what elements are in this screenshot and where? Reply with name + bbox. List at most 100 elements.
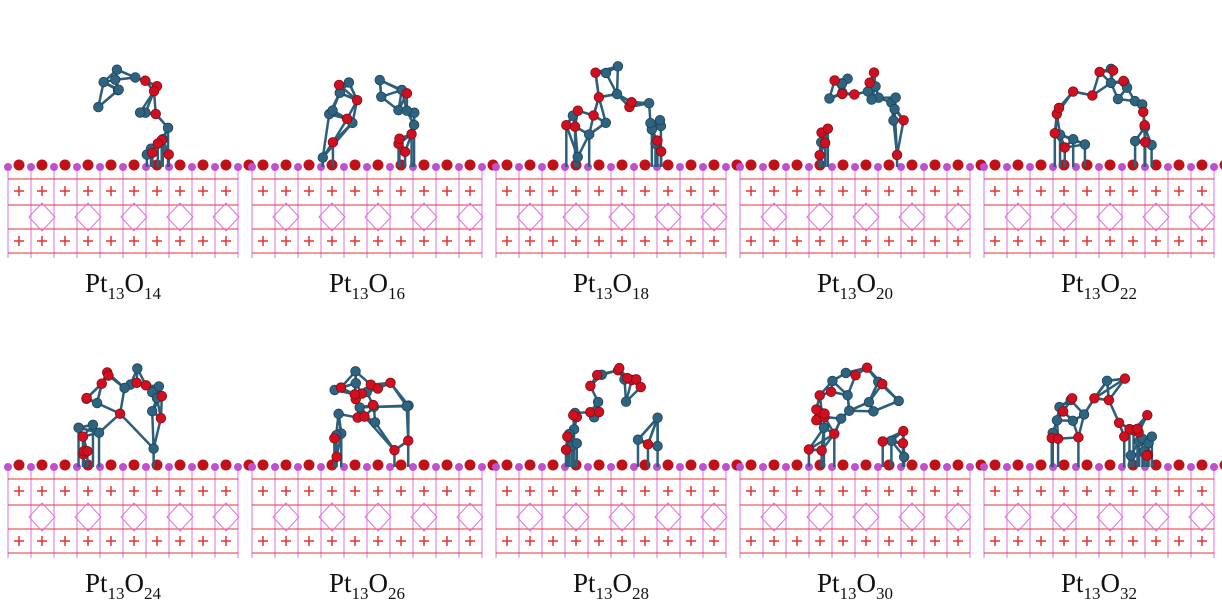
surface-oxygen bbox=[861, 460, 872, 471]
pt-atom bbox=[1052, 416, 1062, 426]
surface-atom bbox=[1118, 163, 1126, 171]
surface-atom bbox=[1164, 163, 1172, 171]
surface-atom bbox=[699, 463, 707, 471]
surface-oxygen bbox=[198, 160, 209, 171]
o-atom bbox=[586, 381, 596, 391]
pt-atom bbox=[601, 68, 611, 78]
atom-count: 13 bbox=[108, 584, 125, 603]
surface-atom bbox=[340, 163, 348, 171]
surface-oxygen bbox=[281, 160, 292, 171]
surface-oxygen bbox=[442, 460, 453, 471]
surface-atom bbox=[676, 463, 684, 471]
surface-atom bbox=[630, 163, 638, 171]
surface-oxygen bbox=[990, 460, 1001, 471]
surface-oxygen bbox=[792, 160, 803, 171]
surface-atom bbox=[980, 163, 988, 171]
surface-atom bbox=[1187, 163, 1195, 171]
surface-atom bbox=[455, 463, 463, 471]
element-symbol: Pt bbox=[1061, 268, 1084, 298]
surface-atom bbox=[782, 463, 790, 471]
surface-atom bbox=[1164, 463, 1172, 471]
surface-atom bbox=[432, 163, 440, 171]
pt-atom bbox=[825, 94, 835, 104]
pt-atom bbox=[110, 75, 120, 85]
surface-oxygen bbox=[1013, 160, 1024, 171]
pt-atom bbox=[370, 418, 380, 428]
pt-atom bbox=[894, 396, 904, 406]
pt-atom bbox=[131, 73, 141, 83]
pt-atom bbox=[1079, 410, 1089, 420]
o-atom bbox=[869, 68, 879, 78]
surface-oxygen bbox=[1105, 160, 1116, 171]
surface-atom bbox=[851, 163, 859, 171]
pt-atom bbox=[601, 118, 611, 128]
surface-oxygen bbox=[548, 160, 559, 171]
surface-oxygen bbox=[37, 160, 48, 171]
o-atom bbox=[562, 120, 572, 130]
o-atom bbox=[1095, 67, 1105, 77]
o-atom bbox=[594, 92, 604, 102]
surface-oxygen bbox=[953, 460, 964, 471]
surface-atom bbox=[248, 463, 256, 471]
element-symbol: O bbox=[857, 268, 877, 298]
surface-oxygen bbox=[304, 460, 315, 471]
o-atom bbox=[627, 97, 637, 107]
o-atom bbox=[815, 150, 825, 160]
pt-atom bbox=[1106, 78, 1116, 88]
surface-atom bbox=[234, 163, 242, 171]
o-atom bbox=[892, 150, 902, 160]
surface-oxygen bbox=[1082, 460, 1093, 471]
surface-atom bbox=[294, 463, 302, 471]
surface-oxygen bbox=[350, 160, 361, 171]
o-atom bbox=[1119, 432, 1129, 442]
surface-oxygen bbox=[258, 160, 269, 171]
surface-oxygen bbox=[1059, 460, 1070, 471]
atom-count: 13 bbox=[108, 284, 125, 303]
surface-oxygen bbox=[640, 160, 651, 171]
o-atom bbox=[804, 445, 814, 455]
pt-atom bbox=[94, 102, 104, 112]
o-atom bbox=[132, 378, 142, 388]
o-atom bbox=[151, 109, 161, 119]
o-atom bbox=[115, 409, 125, 419]
pt-atom bbox=[120, 383, 130, 393]
surface-atom bbox=[363, 163, 371, 171]
pt-atom bbox=[890, 104, 900, 114]
o-atom bbox=[1142, 410, 1152, 420]
o-atom bbox=[589, 111, 599, 121]
o-atom bbox=[104, 371, 114, 381]
element-symbol: O bbox=[613, 268, 633, 298]
o-atom bbox=[877, 379, 887, 389]
o-atom bbox=[83, 446, 93, 456]
surface-atom bbox=[50, 163, 58, 171]
pt-atom bbox=[891, 93, 901, 103]
o-atom bbox=[573, 106, 583, 116]
atom-count: 30 bbox=[876, 584, 893, 603]
surface-oxygen bbox=[442, 160, 453, 171]
surface-oxygen bbox=[373, 160, 384, 171]
o-atom bbox=[898, 438, 908, 448]
surface-atom bbox=[805, 163, 813, 171]
pt-atom bbox=[613, 61, 623, 71]
pt-atom bbox=[402, 401, 412, 411]
o-atom bbox=[1088, 91, 1098, 101]
surface-atom bbox=[188, 163, 196, 171]
pt-atom bbox=[88, 420, 98, 430]
surface-oxygen bbox=[548, 460, 559, 471]
element-symbol: O bbox=[857, 568, 877, 598]
o-atom bbox=[830, 76, 840, 86]
surface-oxygen bbox=[525, 160, 536, 171]
surface-atom bbox=[722, 463, 730, 471]
pt-atom bbox=[328, 106, 338, 116]
surface-atom bbox=[515, 463, 523, 471]
surface-atom bbox=[234, 463, 242, 471]
surface-oxygen bbox=[1105, 460, 1116, 471]
surface-oxygen bbox=[221, 160, 232, 171]
surface-atom bbox=[736, 463, 744, 471]
surface-oxygen bbox=[663, 460, 674, 471]
surface-oxygen bbox=[709, 160, 720, 171]
element-symbol: Pt bbox=[817, 268, 840, 298]
o-atom bbox=[141, 76, 151, 86]
o-atom bbox=[562, 432, 572, 442]
pt-atom bbox=[612, 89, 622, 99]
